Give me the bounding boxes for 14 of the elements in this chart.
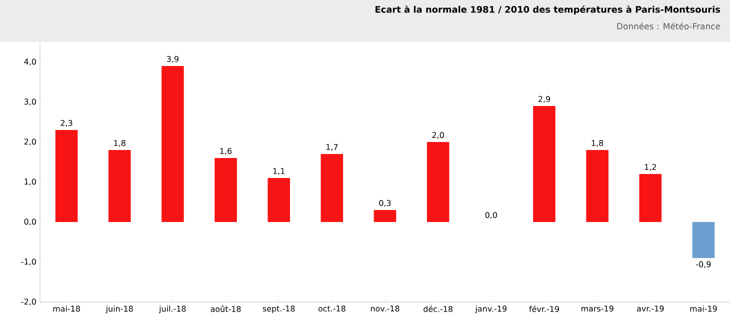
bar <box>374 210 396 222</box>
bar <box>320 154 344 222</box>
bar <box>533 106 556 222</box>
bar <box>214 158 237 222</box>
bar <box>639 174 662 222</box>
bar <box>586 150 608 222</box>
chart-subtitle: Données : Météo-France <box>617 22 720 30</box>
bar <box>268 178 290 222</box>
bar <box>426 142 450 222</box>
bar <box>162 66 184 222</box>
bar <box>692 222 715 258</box>
chart-title: Ecart à la normale 1981 / 2010 des températures à Paris-Montsouris <box>376 6 720 15</box>
bar <box>55 130 78 222</box>
bar <box>108 150 131 222</box>
